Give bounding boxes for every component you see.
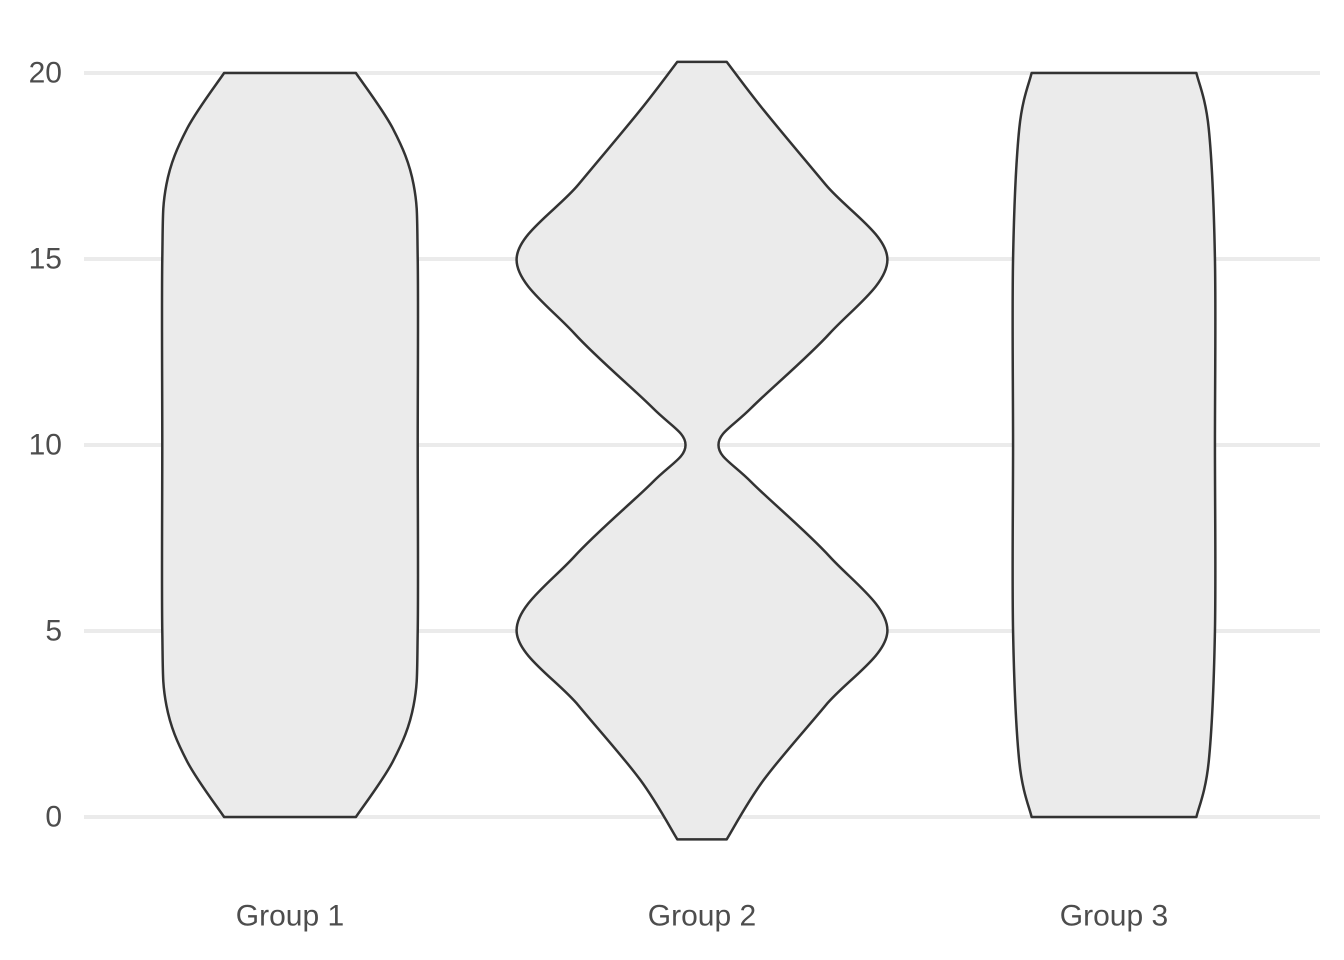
- x-axis-tick-labels: Group 1 Group 2 Group 3: [236, 900, 1168, 933]
- y-tick-label-0: 0: [45, 801, 62, 834]
- violin-group-1: [160, 71, 420, 819]
- y-tick-label-5: 5: [45, 615, 62, 648]
- x-tick-label-group-2: Group 2: [648, 900, 756, 933]
- y-tick-label-10: 10: [29, 429, 62, 462]
- x-tick-label-group-1: Group 1: [236, 900, 344, 933]
- violin-group-3: [1011, 71, 1217, 819]
- x-tick-label-group-3: Group 3: [1060, 900, 1168, 933]
- violins: [160, 60, 1217, 841]
- y-tick-label-15: 15: [29, 243, 62, 276]
- y-tick-label-20: 20: [29, 57, 62, 90]
- violin-group-2: [515, 60, 889, 841]
- y-axis-tick-labels: 0 5 10 15 20: [29, 57, 62, 834]
